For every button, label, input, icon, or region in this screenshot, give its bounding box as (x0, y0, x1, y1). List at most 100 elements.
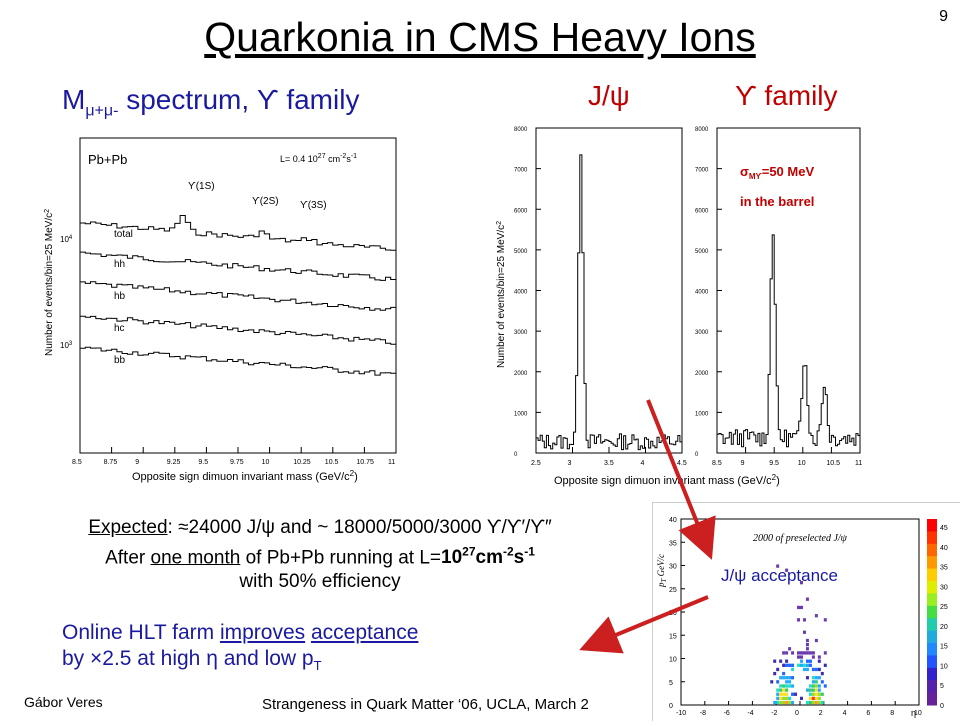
heatmap-cell (776, 680, 780, 684)
x-tick-label: 10.5 (826, 460, 840, 467)
acc-x-tick-label: -6 (724, 710, 730, 717)
acc-x-tick-label: -10 (676, 710, 686, 717)
acc-x-tick-label: -2 (771, 710, 777, 717)
heatmap-cell (800, 655, 803, 659)
x-tick-label: 9 (741, 460, 745, 467)
left-x-tick-label: 10 (262, 459, 270, 466)
heatmap-cell (814, 696, 818, 701)
heatmap-cell (808, 688, 812, 692)
left-y-axis-label: Number of events/bin=25 MeV/c2 (44, 209, 55, 356)
heatmap-cell (785, 663, 789, 667)
heatmap-cell (788, 663, 792, 667)
heatmap-cell (788, 647, 792, 651)
heatmap-cell (814, 700, 818, 705)
heatmap-cell (802, 663, 806, 667)
heatmap-cell (782, 688, 786, 692)
heatmap-cell (776, 688, 780, 692)
colorbar-tick-label: 45 (940, 525, 948, 532)
expected-text: : ≈24000 J/ψ and ~ 18000/5000/3000 ϒ/ϒ′/… (167, 517, 552, 538)
left-x-tick-label: 11 (388, 459, 395, 466)
heatmap-cell (820, 680, 824, 684)
heatmap-cell (817, 696, 821, 701)
heatmap-cell (814, 688, 818, 692)
acceptance-x-label: η (911, 708, 916, 718)
colorbar-tick-label: 0 (940, 703, 944, 710)
acc-y-tick-label: 10 (669, 657, 677, 664)
acc-y-tick-label: 5 (669, 680, 673, 687)
colorbar-tick-label: 15 (940, 644, 948, 651)
acc-x-tick-label: 4 (843, 710, 847, 717)
peak-label-1s: ϒ(1S) (188, 181, 215, 192)
x-tick-label: 9.5 (769, 460, 779, 467)
heatmap-cell (800, 605, 803, 610)
y-tick-label: 3000 (695, 330, 709, 336)
heatmap-cell (823, 651, 827, 655)
hlt-improves: improves (219, 621, 306, 644)
upsilon-header: ϒ family (735, 80, 838, 111)
heatmap-cell (820, 700, 824, 705)
curve-bb (80, 346, 397, 376)
acc-y-tick-label: 35 (669, 540, 677, 547)
heatmap-cell (808, 684, 812, 688)
heatmap-cell (817, 667, 821, 672)
heatmap-cell (811, 684, 815, 688)
heatmap-cell (782, 700, 786, 705)
footer-author: Gábor Veres (24, 694, 103, 710)
acc-x-tick-label: 2 (819, 710, 823, 717)
colorbar-tick-label: 20 (940, 624, 948, 631)
arrow-to-acceptance (646, 399, 716, 560)
jpsi-y-ticks: 0 1000 2000 3000 4000 5000 6000 7000 8000 (514, 127, 541, 458)
heatmap-cell (814, 614, 818, 618)
heatmap-cell (811, 688, 815, 692)
acceptance-label: J/ψ acceptance (721, 566, 838, 585)
colorbar-swatch (927, 680, 937, 694)
heatmap-cell (805, 643, 809, 647)
acceptance-y-label: pT GeV/c (656, 554, 668, 588)
heatmap-cell (811, 696, 815, 701)
heatmap-cell (779, 676, 783, 680)
heatmap-cell (814, 676, 818, 680)
heatmap-cell (808, 696, 812, 701)
y-tick-label: 6000 (514, 208, 528, 214)
heatmap-cell (794, 692, 798, 696)
heatmap-cell (779, 692, 783, 696)
y-tick-label: 7000 (514, 168, 528, 174)
heatmap-cell (779, 684, 783, 688)
jpsi-header: J/ψ (588, 80, 630, 111)
heatmap-cell (791, 676, 795, 680)
left-x-tick-label: 10.25 (293, 459, 311, 466)
colorbar-tick-label: 25 (940, 604, 948, 611)
y-tick-label: 1000 (695, 411, 709, 417)
colorbar-swatch (927, 655, 937, 669)
heatmap-cell (802, 667, 806, 672)
heatmap-cell (811, 655, 815, 659)
curve-label-total: total (114, 229, 133, 240)
x-tick-label: 10 (798, 460, 806, 467)
heatmap-cell (800, 663, 803, 667)
heatmap-cell (811, 680, 815, 684)
x-tick-label: 4.5 (677, 460, 687, 467)
expected-one-month: one month (150, 547, 241, 569)
heatmap-cell (785, 696, 789, 701)
heatmap-cell (820, 692, 824, 696)
footer-conference: Strangeness in Quark Matter ‘06, UCLA, M… (262, 696, 589, 713)
heatmap-cell (785, 680, 789, 684)
y-tick-label: 2000 (514, 371, 528, 377)
acc-x-tick-label: 0 (795, 710, 799, 717)
heatmap-cell (823, 618, 827, 622)
heatmap-cell (805, 659, 809, 663)
heatmap-cell (776, 696, 780, 701)
heatmap-cell (800, 581, 803, 585)
heatmap-cell (811, 700, 815, 705)
colorbar-swatch (927, 543, 937, 557)
left-ytick-1e4: 104 (60, 235, 73, 244)
heatmap-cell (776, 700, 780, 705)
heatmap-cell (814, 680, 818, 684)
y-tick-label: 4000 (514, 290, 528, 296)
jpsi-upsilon-mass-plots: 0 1000 2000 3000 4000 5000 6000 7000 8000 2.5 3 3.… (496, 127, 862, 487)
acc-x-tick-label: 8 (890, 710, 894, 717)
heatmap-cell (779, 688, 783, 692)
x-tick-label: 11 (855, 460, 862, 467)
heatmap-cell (805, 638, 809, 643)
acc-y-tick-label: 25 (669, 587, 677, 594)
